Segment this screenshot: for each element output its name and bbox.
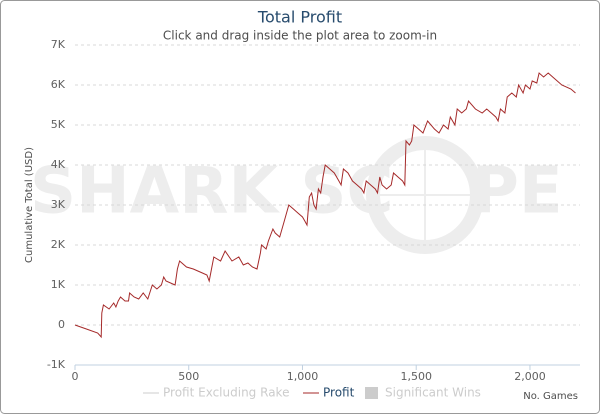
x-tick-label: 1,000 — [287, 370, 319, 383]
legend-label: Profit Excluding Rake — [163, 386, 289, 400]
legend-label: Profit — [323, 386, 355, 400]
y-tick-label: 5K — [51, 118, 66, 131]
x-tick-label: 0 — [72, 370, 79, 383]
y-tick-label: 1K — [51, 278, 66, 291]
y-tick-label: 2K — [51, 238, 66, 251]
legend: Profit Excluding Rake Profit Significant W… — [143, 386, 481, 400]
legend-item[interactable]: Profit Excluding Rake — [143, 386, 289, 400]
watermark-text: SHARK SC — [30, 155, 393, 229]
y-tick-label: 7K — [51, 38, 66, 51]
y-tick-label: 4K — [51, 158, 66, 171]
y-tick-label: 3K — [51, 198, 66, 211]
x-tick-label: 1,500 — [400, 370, 432, 383]
chart-subtitle: Click and drag inside the plot area to z… — [163, 29, 437, 43]
watermark-text: PE — [472, 155, 563, 229]
chart-title: Total Profit — [257, 8, 342, 27]
watermark: SHARK SC PE — [30, 136, 563, 254]
legend-item[interactable]: Profit — [303, 386, 355, 400]
x-axis-title: No. Games — [523, 391, 578, 402]
profit-line — [74, 72, 576, 339]
x-tick-label: 2,000 — [514, 370, 546, 383]
y-tick-label: 6K — [51, 78, 66, 91]
y-axis-title: Cumulative Total (USD) — [24, 147, 35, 263]
x-tick-label: 500 — [178, 370, 199, 383]
y-tick-label: 0 — [58, 318, 65, 331]
y-tick-label: -1K — [47, 358, 66, 371]
legend-symbol — [365, 387, 378, 399]
legend-label: Significant Wins — [385, 386, 481, 400]
watermark-logo — [366, 136, 484, 254]
legend-item[interactable]: Significant Wins — [365, 386, 481, 400]
